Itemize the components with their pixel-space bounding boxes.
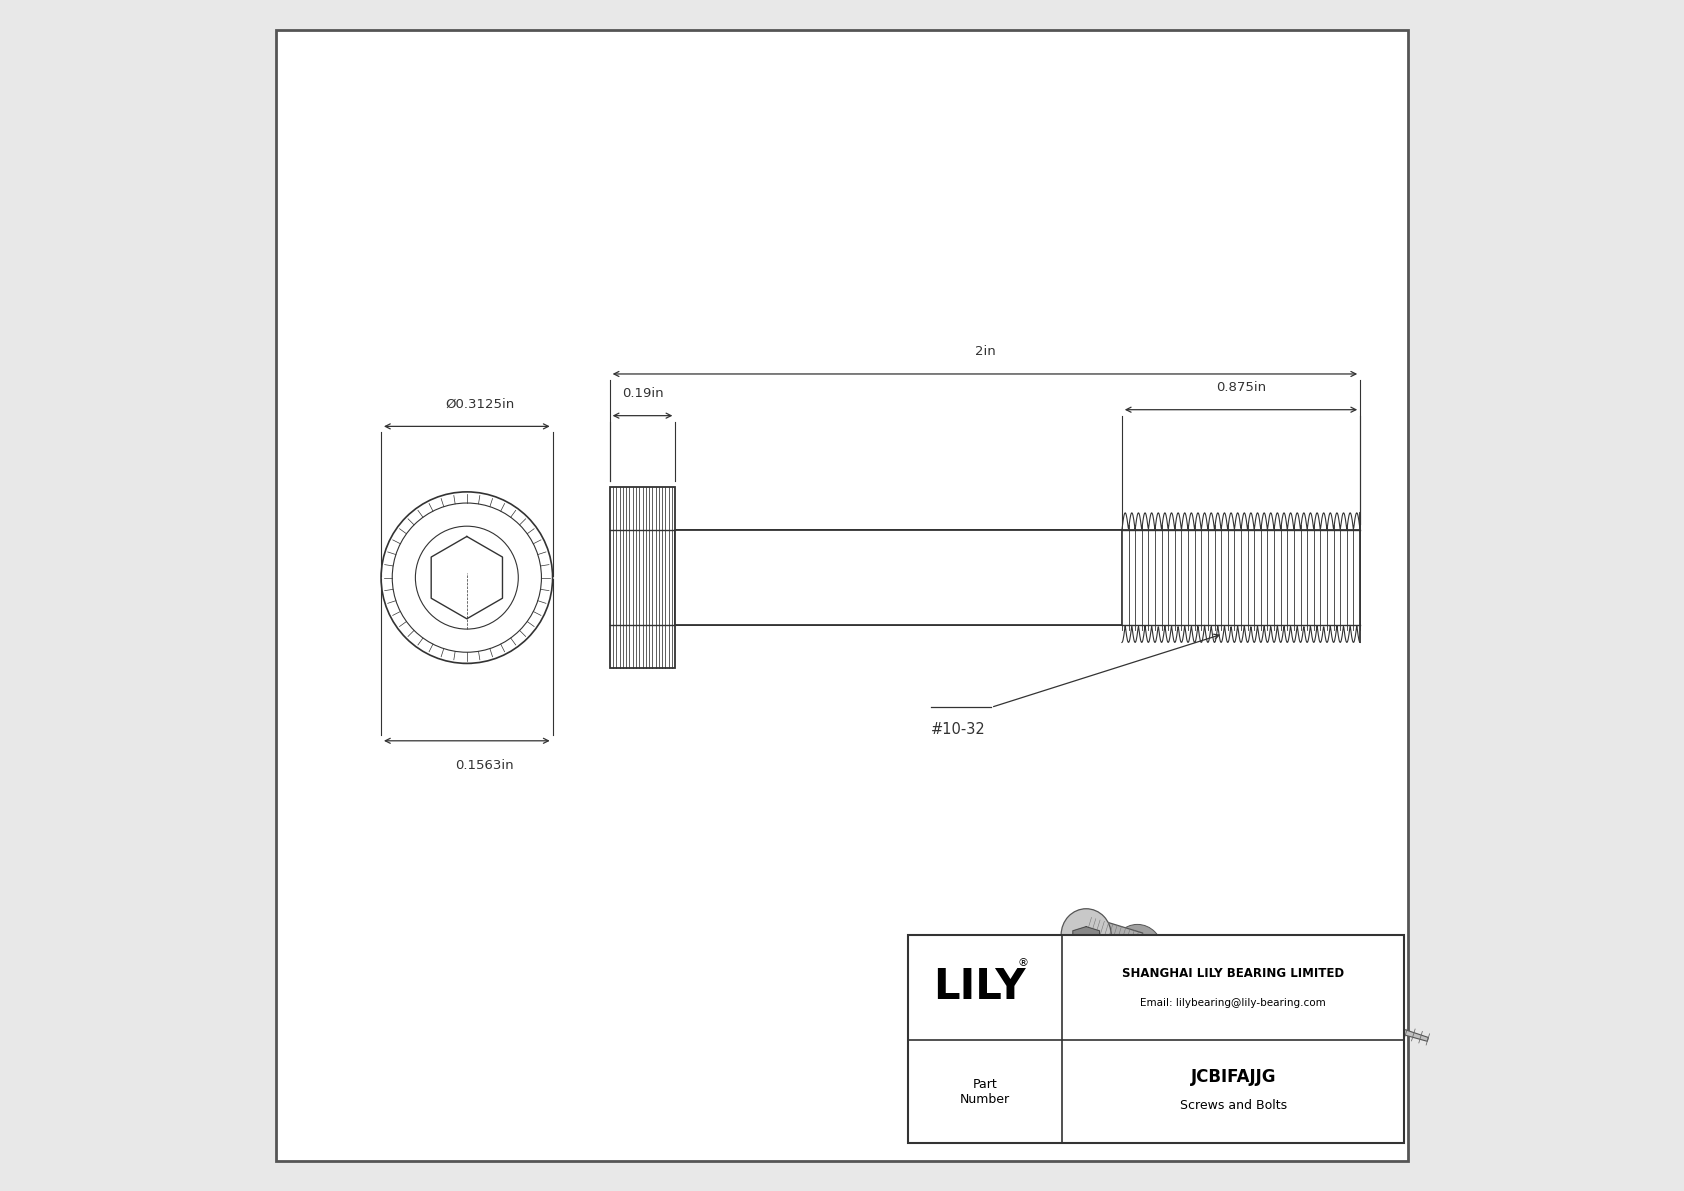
Text: 0.1563in: 0.1563in xyxy=(455,759,514,772)
Polygon shape xyxy=(1081,917,1143,968)
Circle shape xyxy=(381,492,552,663)
Text: Screws and Bolts: Screws and Bolts xyxy=(1180,1099,1287,1112)
Bar xyxy=(610,487,675,668)
Bar xyxy=(908,935,1404,1143)
Text: 0.875in: 0.875in xyxy=(1216,381,1266,394)
Text: Ø0.3125in: Ø0.3125in xyxy=(445,398,514,411)
Text: LILY: LILY xyxy=(933,966,1026,1009)
Text: ®: ® xyxy=(1017,959,1029,968)
Ellipse shape xyxy=(1113,924,1162,977)
Polygon shape xyxy=(1137,941,1428,1040)
Text: Part
Number: Part Number xyxy=(960,1078,1010,1105)
Bar xyxy=(675,530,1122,625)
Ellipse shape xyxy=(1061,909,1111,961)
Text: 0.19in: 0.19in xyxy=(621,387,663,400)
Text: SHANGHAI LILY BEARING LIMITED: SHANGHAI LILY BEARING LIMITED xyxy=(1122,967,1344,979)
Text: Email: lilybearing@lily-bearing.com: Email: lilybearing@lily-bearing.com xyxy=(1140,998,1325,1008)
Polygon shape xyxy=(1135,941,1428,1041)
Text: JCBIFAJJG: JCBIFAJJG xyxy=(1191,1068,1276,1086)
Text: 2in: 2in xyxy=(975,345,995,358)
Polygon shape xyxy=(1073,927,1100,943)
Bar xyxy=(1122,530,1361,625)
Text: #10-32: #10-32 xyxy=(931,722,987,737)
